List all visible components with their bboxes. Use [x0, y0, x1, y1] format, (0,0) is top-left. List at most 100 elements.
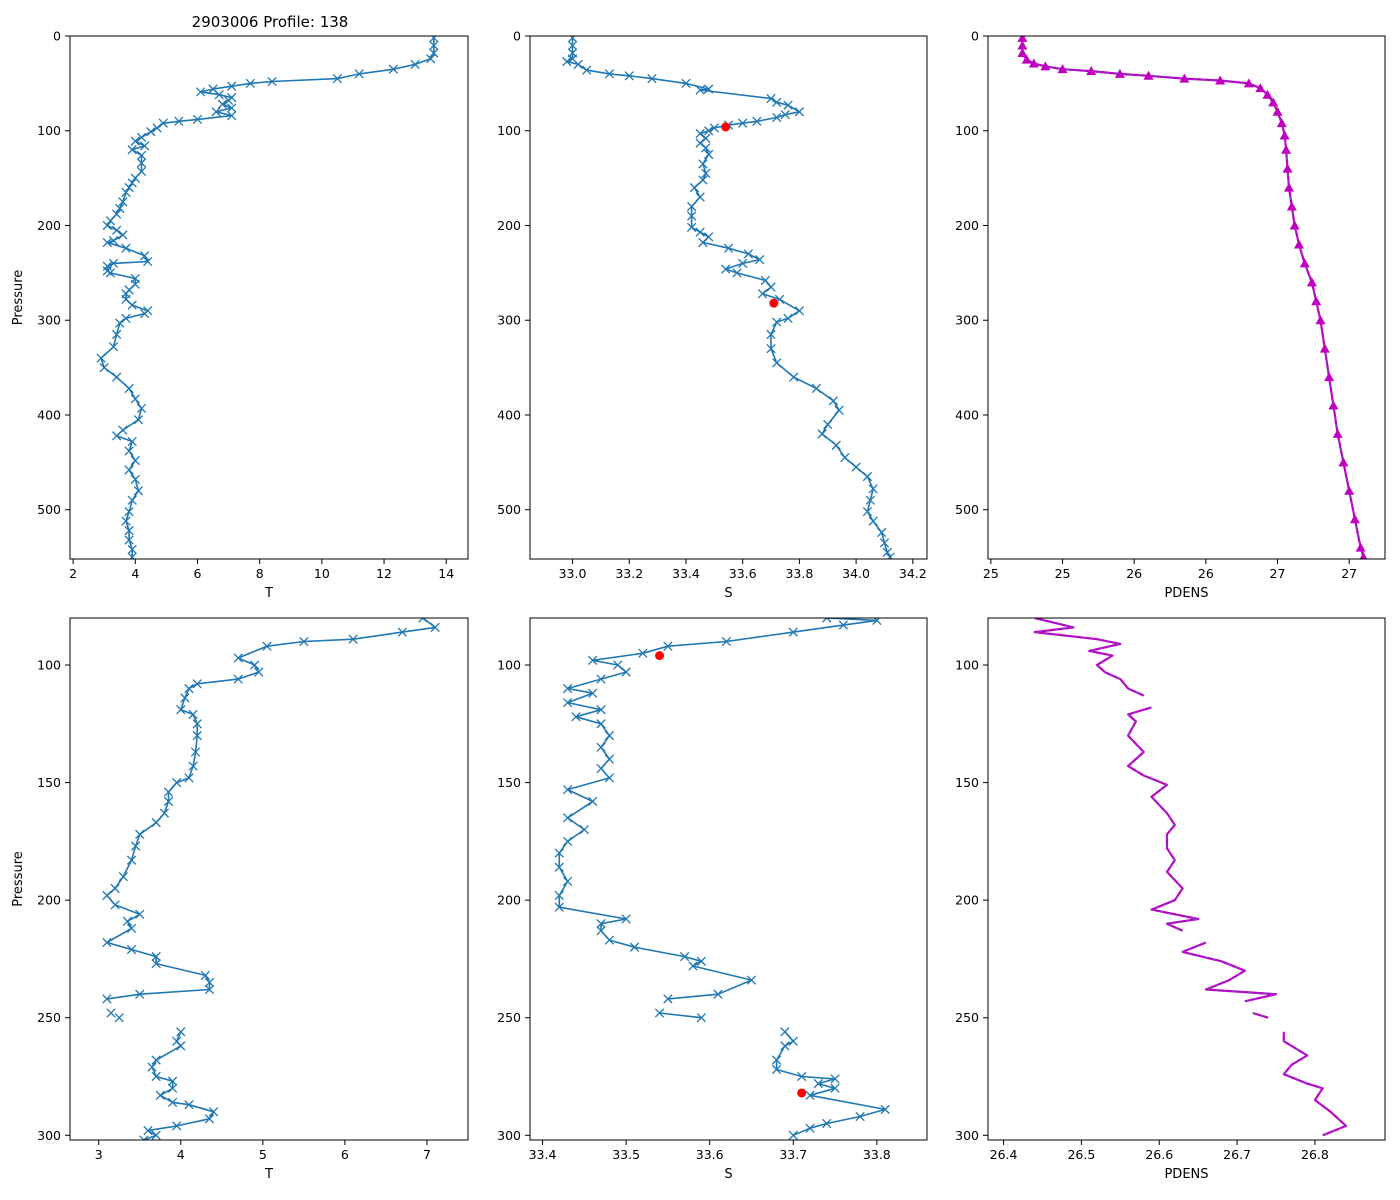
x-tick-label: 12	[376, 566, 392, 581]
y-tick-label: 200	[955, 218, 979, 233]
x-tick-label: 34.2	[899, 566, 927, 581]
data-point	[872, 618, 882, 626]
data-point	[348, 634, 358, 644]
data-point	[604, 935, 615, 945]
data-point	[738, 118, 748, 128]
data-point	[743, 249, 754, 259]
data-point	[130, 841, 141, 851]
data-point	[195, 87, 206, 97]
x-tick-label: 3	[95, 1147, 103, 1162]
data-point	[267, 76, 277, 87]
data-point	[840, 452, 850, 463]
data-point	[686, 211, 697, 221]
axes-frame	[69, 617, 469, 1141]
y-tick-label: 300	[37, 313, 61, 328]
data-point	[418, 618, 428, 623]
data-point	[426, 54, 436, 64]
series-line	[1282, 1031, 1348, 1137]
data-point	[96, 353, 106, 363]
y-tick-label: 100	[497, 658, 521, 673]
data-point	[127, 436, 137, 447]
data-point	[621, 667, 631, 677]
data-point	[654, 1008, 665, 1018]
data-point	[124, 383, 134, 394]
data-point	[788, 627, 798, 637]
data-point	[772, 97, 782, 107]
axes-frame	[529, 617, 928, 1141]
data-point	[1017, 40, 1028, 50]
data-point	[755, 254, 765, 265]
y-tick-label: 150	[955, 775, 979, 790]
panel-temp-full: 2 4 6 8 10 12 14 0 100 200 300 400 500 T Pressure	[11, 29, 469, 601]
data-point	[805, 1090, 815, 1100]
data-point	[721, 264, 731, 274]
data-point	[772, 358, 782, 368]
data-point	[233, 653, 243, 663]
data-point	[629, 942, 640, 952]
data-point	[723, 243, 734, 253]
x-tick-label: 33.0	[559, 566, 587, 581]
x-tick-label: 10	[314, 566, 330, 581]
data-point	[1294, 239, 1305, 249]
series-line-overlay	[1021, 37, 1365, 558]
x-tick-label: 26.8	[1301, 1147, 1329, 1162]
data-point	[681, 78, 691, 89]
data-point	[732, 268, 742, 278]
y-tick-label: 100	[955, 123, 979, 138]
y-tick-label: 500	[497, 502, 521, 517]
data-point	[1349, 514, 1360, 524]
data-point	[713, 989, 723, 999]
data-point	[1359, 552, 1368, 559]
x-tick-label: 25	[1055, 566, 1071, 581]
data-point	[130, 474, 140, 485]
data-point	[111, 431, 122, 441]
y-tick-label: 500	[955, 502, 979, 517]
panel-pdens-zoom: 26.4 26.5 26.6 26.7 26.8 100 150 200 250 300 PDENS	[955, 617, 1386, 1182]
data-point	[124, 182, 134, 193]
data-point	[554, 848, 564, 858]
x-tick-label: 27	[1270, 566, 1286, 581]
data-point	[126, 944, 137, 955]
data-point	[695, 128, 705, 139]
data-point	[124, 506, 134, 517]
data-point	[214, 90, 224, 100]
x-tick-label: 26	[1198, 566, 1214, 581]
data-point	[176, 1041, 186, 1051]
panel-pdens-full: 25 25 26 26 27 27 0 100 200 300 400 500 PDENS	[955, 29, 1386, 601]
data-point	[121, 243, 131, 253]
data-point	[211, 107, 221, 117]
data-point	[562, 56, 572, 67]
y-tick-label: 200	[497, 893, 521, 908]
x-tick-label: 2	[69, 566, 77, 581]
flagged-point	[769, 298, 779, 308]
data-point	[1338, 457, 1349, 467]
data-point	[176, 1027, 186, 1037]
data-point	[1255, 83, 1266, 93]
data-point	[151, 958, 161, 969]
data-point	[647, 73, 657, 84]
data-point	[151, 1130, 161, 1140]
data-point	[703, 149, 714, 160]
data-point	[254, 667, 264, 677]
data-point	[788, 1036, 798, 1046]
data-point	[1272, 106, 1283, 116]
x-tick-label: 8	[256, 566, 264, 581]
data-point	[1017, 48, 1028, 58]
data-point	[227, 103, 237, 113]
y-tick-label: 200	[955, 893, 979, 908]
data-point	[126, 855, 137, 865]
data-point	[102, 237, 112, 248]
data-point	[102, 220, 112, 231]
data-point	[127, 544, 137, 555]
y-tick-label: 300	[955, 1128, 979, 1143]
data-point	[388, 64, 399, 74]
data-layer	[1033, 618, 1348, 1137]
data-point	[152, 123, 162, 133]
data-point	[180, 693, 190, 703]
data-point	[115, 203, 125, 214]
data-point	[146, 127, 156, 137]
data-point	[772, 112, 782, 123]
y-tick-label: 0	[971, 29, 979, 44]
data-point	[111, 372, 122, 382]
x-axis-label: PDENS	[1164, 1167, 1208, 1182]
